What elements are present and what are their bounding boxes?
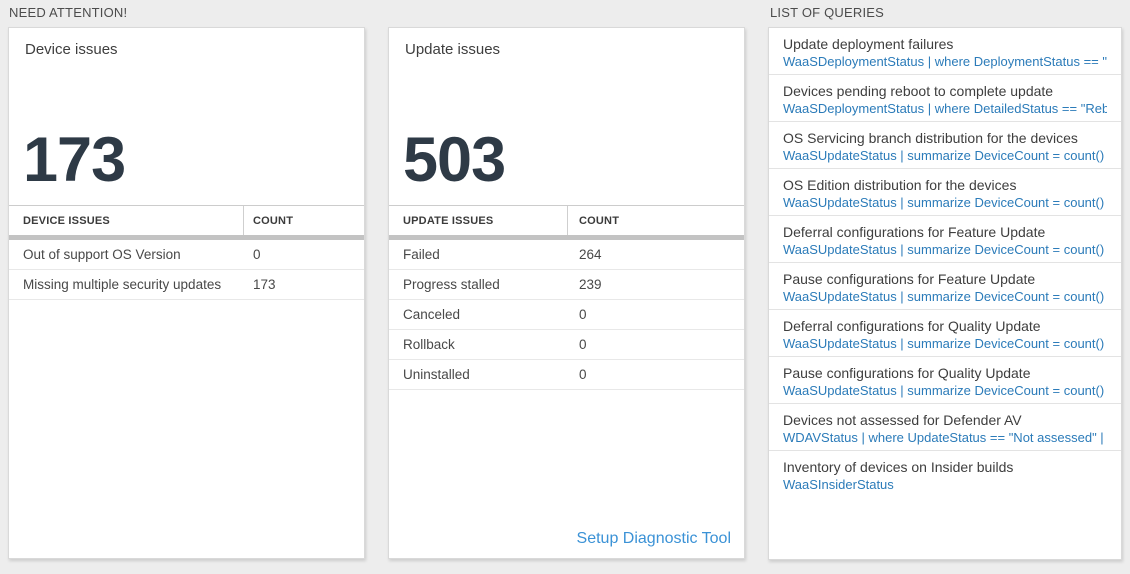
query-text-link[interactable]: WaaSInsiderStatus xyxy=(783,477,894,492)
query-title: Devices pending reboot to complete updat… xyxy=(783,83,1054,99)
query-list-item[interactable]: Deferral configurations for Quality Upda… xyxy=(769,310,1121,357)
query-list-item[interactable]: OS Edition distribution for the devices … xyxy=(769,169,1121,216)
query-list-item[interactable]: Inventory of devices on Insider builds W… xyxy=(769,451,1121,497)
count-column-header: COUNT xyxy=(253,214,294,227)
query-list-item[interactable]: Devices pending reboot to complete updat… xyxy=(769,75,1121,122)
table-row[interactable]: Uninstalled 0 xyxy=(389,360,744,390)
update-issues-table-body: Failed 264 Progress stalled 239 Canceled… xyxy=(389,240,744,390)
list-of-queries-panel: Update deployment failures WaaSDeploymen… xyxy=(768,27,1122,560)
issue-count: 0 xyxy=(579,367,587,382)
query-text-link[interactable]: WaaSUpdateStatus | summarize DeviceCount… xyxy=(783,336,1107,351)
issue-label: Rollback xyxy=(403,337,455,352)
update-issues-count: 503 xyxy=(403,125,506,195)
query-title: Deferral configurations for Quality Upda… xyxy=(783,318,1041,334)
query-text-link[interactable]: WaaSUpdateStatus | summarize DeviceCount… xyxy=(783,383,1107,398)
table-row[interactable]: Out of support OS Version 0 xyxy=(9,240,364,270)
query-title: Devices not assessed for Defender AV xyxy=(783,412,1022,428)
queries-list: Update deployment failures WaaSDeploymen… xyxy=(769,28,1121,497)
query-title: Pause configurations for Feature Update xyxy=(783,271,1036,287)
query-text-link[interactable]: WaaSDeploymentStatus | where DetailedSta… xyxy=(783,101,1107,116)
issue-count: 0 xyxy=(579,337,587,352)
count-column-header: COUNT xyxy=(579,214,620,227)
query-title: Inventory of devices on Insider builds xyxy=(783,459,1014,475)
query-text-link[interactable]: WaaSUpdateStatus | summarize DeviceCount… xyxy=(783,195,1107,210)
issue-count: 173 xyxy=(253,277,276,292)
query-list-item[interactable]: Update deployment failures WaaSDeploymen… xyxy=(769,28,1121,75)
table-row[interactable]: Missing multiple security updates 173 xyxy=(9,270,364,300)
device-issues-table-header: DEVICE ISSUES COUNT xyxy=(9,205,364,235)
device-issues-table-body: Out of support OS Version 0 Missing mult… xyxy=(9,240,364,300)
table-header-divider-bar xyxy=(9,235,364,240)
issue-label: Canceled xyxy=(403,307,461,322)
issue-label: Missing multiple security updates xyxy=(23,277,222,292)
update-issues-table: UPDATE ISSUES COUNT Failed 264 Progress … xyxy=(389,205,744,390)
issue-count: 0 xyxy=(253,247,261,262)
need-attention-section-label: NEED ATTENTION! xyxy=(9,5,128,20)
table-row[interactable]: Rollback 0 xyxy=(389,330,744,360)
query-text-link[interactable]: WaaSUpdateStatus | summarize DeviceCount… xyxy=(783,242,1107,257)
issue-label: Out of support OS Version xyxy=(23,247,181,262)
update-issues-card[interactable]: Update issues 503 UPDATE ISSUES COUNT Fa… xyxy=(388,27,745,559)
query-list-item[interactable]: Pause configurations for Feature Update … xyxy=(769,263,1121,310)
query-list-item[interactable]: Devices not assessed for Defender AV WDA… xyxy=(769,404,1121,451)
query-list-item[interactable]: OS Servicing branch distribution for the… xyxy=(769,122,1121,169)
query-text-link[interactable]: WaaSDeploymentStatus | where DeploymentS… xyxy=(783,54,1107,69)
query-list-item[interactable]: Deferral configurations for Feature Upda… xyxy=(769,216,1121,263)
update-issues-card-title: Update issues xyxy=(405,41,501,58)
device-issues-card-title: Device issues xyxy=(25,41,118,58)
issue-count: 264 xyxy=(579,247,602,262)
issue-label: Failed xyxy=(403,247,440,262)
update-issues-column-header: UPDATE ISSUES xyxy=(389,206,568,235)
issue-count: 0 xyxy=(579,307,587,322)
query-text-link[interactable]: WDAVStatus | where UpdateStatus == "Not … xyxy=(783,430,1107,445)
list-of-queries-section-label: LIST OF QUERIES xyxy=(770,5,885,20)
issue-label: Uninstalled xyxy=(403,367,470,382)
device-issues-count: 173 xyxy=(23,125,126,195)
query-title: Pause configurations for Quality Update xyxy=(783,365,1031,381)
issue-label: Progress stalled xyxy=(403,277,500,292)
table-row[interactable]: Progress stalled 239 xyxy=(389,270,744,300)
table-row[interactable]: Failed 264 xyxy=(389,240,744,270)
query-text-link[interactable]: WaaSUpdateStatus | summarize DeviceCount… xyxy=(783,289,1107,304)
issue-count: 239 xyxy=(579,277,602,292)
table-row[interactable]: Canceled 0 xyxy=(389,300,744,330)
setup-diagnostic-tool-link[interactable]: Setup Diagnostic Tool xyxy=(576,530,731,547)
query-title: Update deployment failures xyxy=(783,36,954,52)
query-title: OS Servicing branch distribution for the… xyxy=(783,130,1078,146)
update-issues-table-header: UPDATE ISSUES COUNT xyxy=(389,205,744,235)
device-issues-card[interactable]: Device issues 173 DEVICE ISSUES COUNT Ou… xyxy=(8,27,365,559)
query-text-link[interactable]: WaaSUpdateStatus | summarize DeviceCount… xyxy=(783,148,1107,163)
query-list-item[interactable]: Pause configurations for Quality Update … xyxy=(769,357,1121,404)
device-issues-column-header: DEVICE ISSUES xyxy=(9,206,244,235)
query-title: Deferral configurations for Feature Upda… xyxy=(783,224,1046,240)
table-header-divider-bar xyxy=(389,235,744,240)
device-issues-table: DEVICE ISSUES COUNT Out of support OS Ve… xyxy=(9,205,364,300)
query-title: OS Edition distribution for the devices xyxy=(783,177,1017,193)
